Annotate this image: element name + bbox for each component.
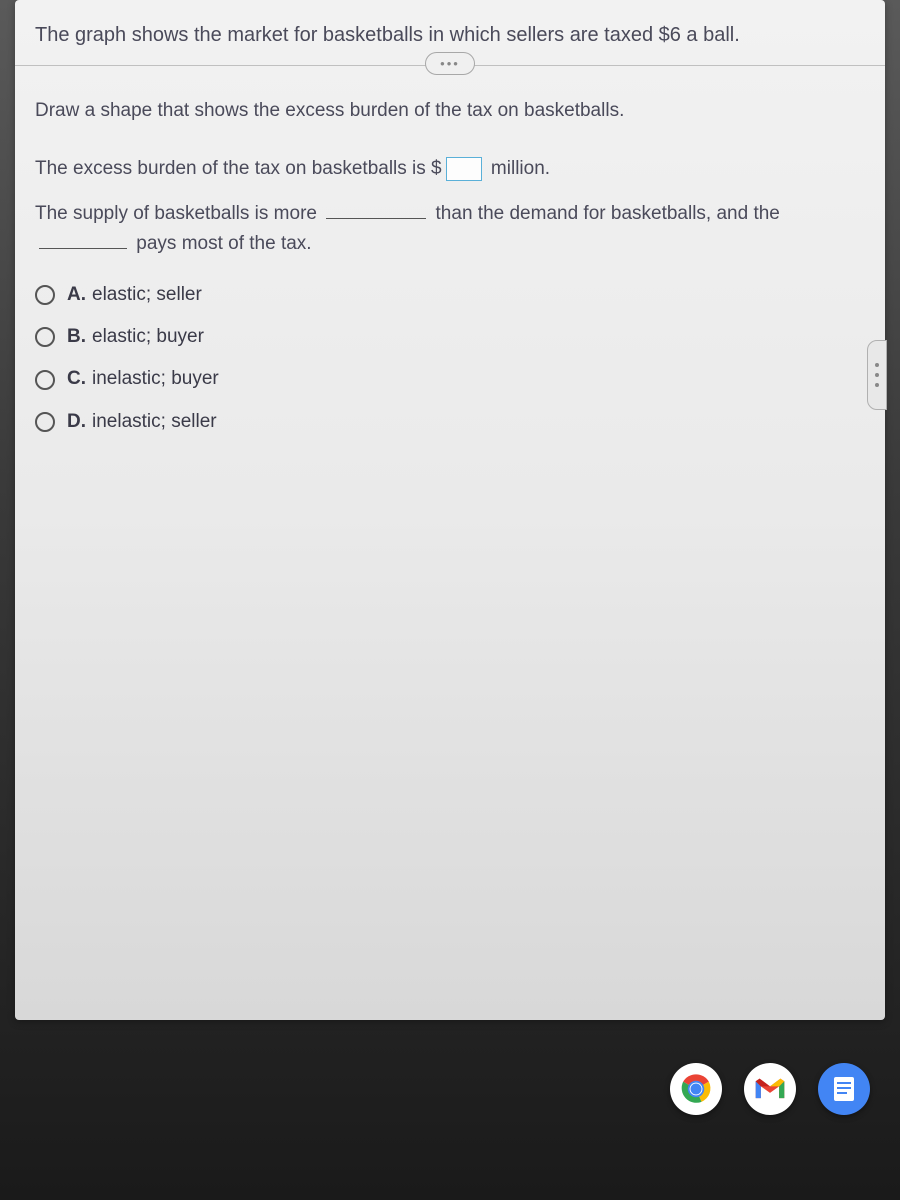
ellipsis-dots: ••• (440, 56, 460, 71)
elasticity-blank (326, 200, 426, 219)
option-text: inelastic; seller (92, 407, 217, 437)
option-d[interactable]: D. inelastic; seller (35, 401, 865, 443)
ellipsis-toggle[interactable]: ••• (425, 52, 475, 75)
option-text: elastic; seller (92, 280, 202, 310)
side-expand-tab[interactable] (867, 340, 887, 410)
dot-icon (875, 383, 879, 387)
taskbar (670, 1063, 870, 1115)
answer-options: A. elastic; seller B. elastic; buyer C. … (35, 274, 865, 444)
option-letter: B. (67, 322, 86, 352)
radio-icon (35, 370, 55, 390)
supply-sentence: The supply of basketballs is more than t… (35, 199, 865, 260)
docs-app-icon[interactable] (818, 1063, 870, 1115)
question-body: Draw a shape that shows the excess burde… (15, 66, 885, 463)
supply-part3: pays most of the tax. (131, 233, 312, 254)
supply-part2: than the demand for basketballs, and the (430, 203, 780, 224)
excess-burden-input[interactable] (446, 157, 482, 181)
excess-burden-sentence: The excess burden of the tax on basketba… (35, 154, 865, 184)
dot-icon (875, 363, 879, 367)
radio-icon (35, 327, 55, 347)
fill-suffix: million. (486, 158, 550, 179)
radio-icon (35, 285, 55, 305)
supply-part1: The supply of basketballs is more (35, 203, 322, 224)
payer-blank (39, 230, 127, 249)
radio-icon (35, 412, 55, 432)
dot-icon (875, 373, 879, 377)
gmail-svg-icon (753, 1076, 787, 1102)
option-letter: D. (67, 407, 86, 437)
option-letter: C. (67, 364, 86, 394)
chrome-svg-icon (674, 1067, 718, 1111)
question-panel: The graph shows the market for basketbal… (15, 0, 885, 1020)
instruction-text: Draw a shape that shows the excess burde… (35, 96, 865, 126)
chrome-app-icon[interactable] (670, 1063, 722, 1115)
option-text: inelastic; buyer (92, 364, 219, 394)
option-a[interactable]: A. elastic; seller (35, 274, 865, 316)
option-letter: A. (67, 280, 86, 310)
option-b[interactable]: B. elastic; buyer (35, 316, 865, 358)
option-c[interactable]: C. inelastic; buyer (35, 358, 865, 400)
docs-svg-icon (832, 1075, 856, 1103)
gmail-app-icon[interactable] (744, 1063, 796, 1115)
option-text: elastic; buyer (92, 322, 204, 352)
fill-prefix: The excess burden of the tax on basketba… (35, 158, 442, 179)
